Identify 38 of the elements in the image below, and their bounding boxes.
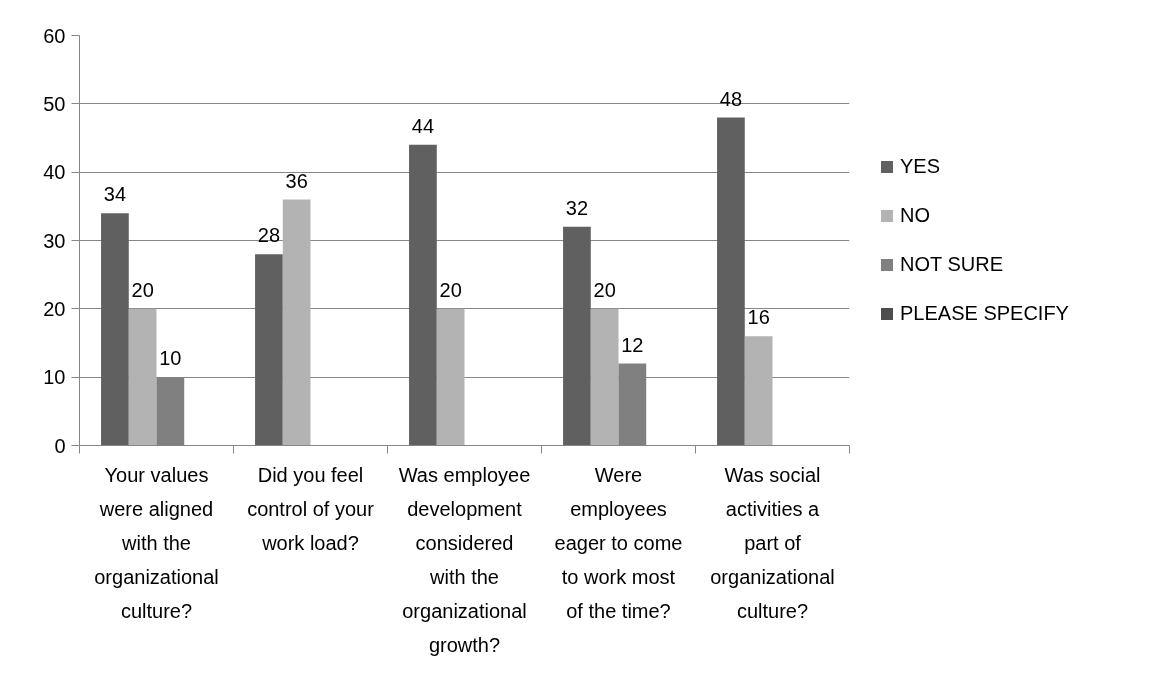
legend-label: NOT SURE: [900, 252, 1003, 277]
data-label: 10: [159, 347, 182, 370]
x-tick-label: Were employees eager to come to work most of the time?: [554, 463, 683, 622]
data-label: 32: [565, 196, 589, 219]
bar: [101, 213, 129, 446]
legend-label: PLEASE SPECIFY: [900, 301, 1069, 326]
data-label: 20: [439, 278, 462, 301]
x-tick-label: Was social activities a part of organizational culture?: [710, 463, 835, 622]
bar: [590, 308, 619, 446]
x-tick-label: Was employee development considered with the organizational growth?: [398, 463, 531, 656]
x-tick-label: Your values were aligned with the organizational culture?: [94, 463, 219, 622]
data-label: 36: [285, 169, 308, 192]
bar: [436, 308, 465, 446]
y-tick-label: 10: [43, 366, 66, 389]
y-tick-label: 40: [43, 161, 66, 184]
legend-label: NO: [900, 203, 930, 228]
bar: [128, 308, 157, 446]
bar: [409, 144, 437, 446]
bar: [255, 254, 283, 446]
bar: [744, 336, 773, 446]
data-label: 20: [131, 278, 154, 301]
data-label: 12: [621, 333, 644, 356]
legend-label: YES: [900, 154, 941, 179]
y-tick-label: 30: [43, 229, 66, 252]
bar: [282, 199, 311, 446]
data-label: 34: [103, 183, 127, 206]
y-tick-label: 50: [43, 92, 66, 115]
data-label: 48: [719, 87, 743, 110]
y-tick-label: 0: [54, 434, 66, 457]
bar: [563, 226, 591, 446]
y-tick-label: 20: [43, 297, 66, 320]
data-label: 20: [593, 278, 616, 301]
x-tick-label: Did you feel control of your work load?: [247, 463, 375, 554]
data-label: 28: [257, 224, 281, 247]
y-tick-label: 60: [43, 24, 66, 47]
bar: [717, 117, 745, 446]
data-label: 16: [747, 306, 770, 329]
data-label: 44: [411, 114, 435, 137]
